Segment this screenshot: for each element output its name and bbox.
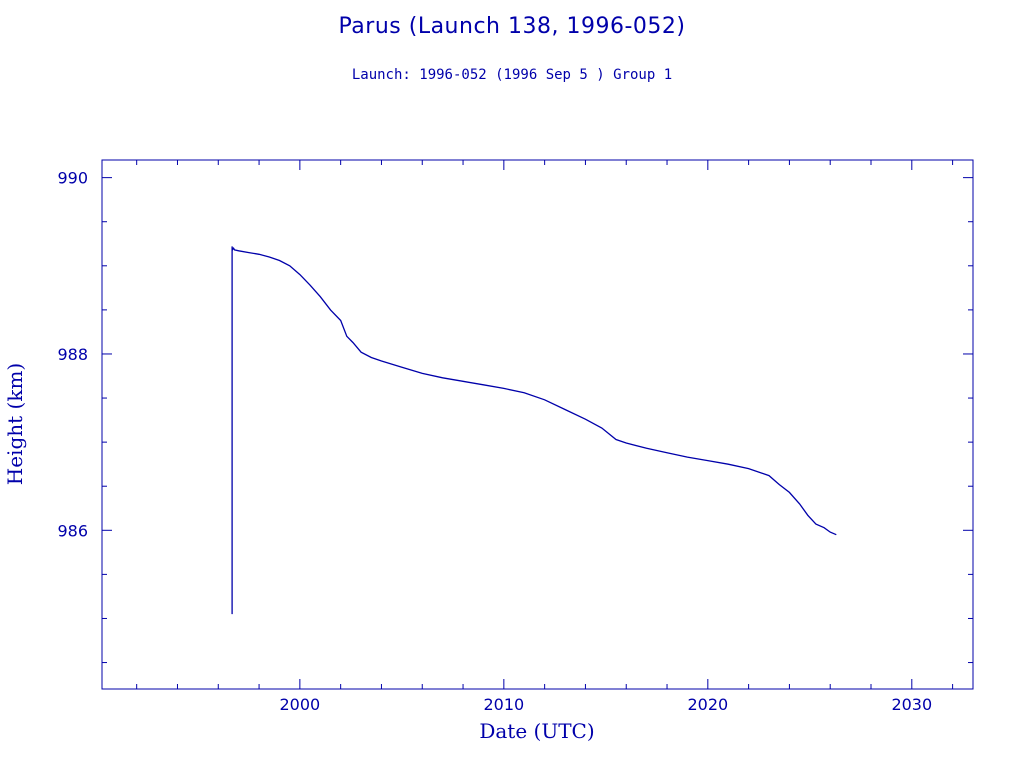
- x-tick-label: 2030: [891, 695, 932, 714]
- axis-ticks: [102, 160, 973, 689]
- axis-tick-labels: 2000 2010 2020 2030 986 988 990: [57, 169, 932, 714]
- y-tick-label: 988: [57, 345, 88, 364]
- x-tick-label: 2000: [280, 695, 321, 714]
- x-tick-label: 2010: [483, 695, 524, 714]
- y-tick-label: 990: [57, 169, 88, 188]
- chart-subtitle: Launch: 1996-052 (1996 Sep 5 ) Group 1: [351, 67, 673, 83]
- plot-frame: [101, 159, 974, 690]
- y-axis-label: Height (km): [3, 363, 27, 485]
- y-tick-label: 986: [57, 521, 88, 540]
- x-tick-label: 2020: [687, 695, 728, 714]
- chart-title: Parus (Launch 138, 1996-052): [338, 14, 686, 39]
- height-series-line: [231, 246, 837, 615]
- x-axis-label: Date (UTC): [479, 719, 594, 743]
